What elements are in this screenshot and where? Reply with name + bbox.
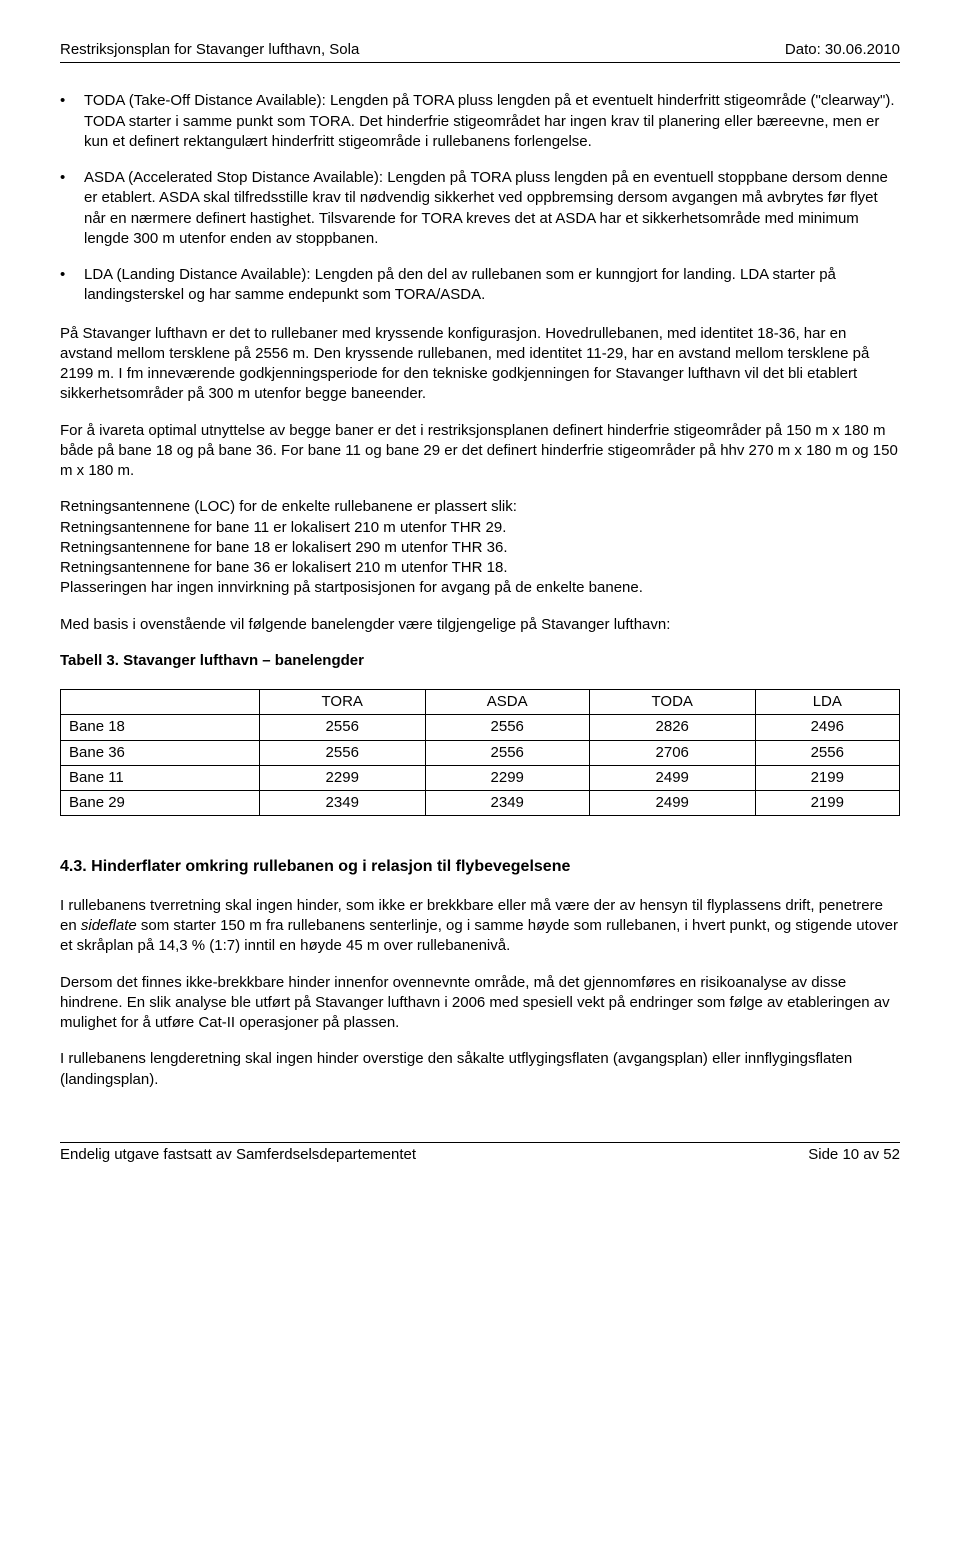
bullet-text: LDA (Landing Distance Available): Lengde… [84, 265, 900, 306]
footer-right: Side 10 av 52 [808, 1145, 900, 1165]
table-cell: 2199 [755, 765, 899, 790]
loc-line: Retningsantennene (LOC) for de enkelte r… [60, 497, 900, 517]
table-row: Bane 36 2556 2556 2706 2556 [61, 740, 900, 765]
table-cell: 2556 [259, 715, 425, 740]
header-title: Restriksjonsplan for Stavanger lufthavn,… [60, 40, 359, 60]
table-cell: 2499 [589, 765, 755, 790]
loc-line: Retningsantennene for bane 36 er lokalis… [60, 558, 900, 578]
table-cell: 2556 [755, 740, 899, 765]
bullet-text: ASDA (Accelerated Stop Distance Availabl… [84, 168, 900, 249]
table-cell: 2556 [425, 740, 589, 765]
text-run: som starter 150 m fra rullebanens senter… [60, 917, 898, 954]
bullet-marker: • [60, 91, 84, 152]
table-cell: 2496 [755, 715, 899, 740]
table-caption: Tabell 3. Stavanger lufthavn – banelengd… [60, 651, 900, 671]
paragraph: På Stavanger lufthavn er det to rulleban… [60, 324, 900, 405]
bullet-marker: • [60, 168, 84, 249]
section-heading: 4.3. Hinderflater omkring rullebanen og … [60, 856, 900, 878]
table-cell: 2499 [589, 791, 755, 816]
runway-lengths-table: TORA ASDA TODA LDA Bane 18 2556 2556 282… [60, 689, 900, 816]
paragraph: Med basis i ovenstående vil følgende ban… [60, 615, 900, 635]
table-cell: 2349 [259, 791, 425, 816]
table-row: Bane 18 2556 2556 2826 2496 [61, 715, 900, 740]
table-row: Bane 29 2349 2349 2499 2199 [61, 791, 900, 816]
table-cell: 2199 [755, 791, 899, 816]
table-cell: 2299 [259, 765, 425, 790]
loc-line: Retningsantennene for bane 18 er lokalis… [60, 538, 900, 558]
loc-line: Plasseringen har ingen innvirkning på st… [60, 578, 900, 598]
table-cell: Bane 36 [61, 740, 260, 765]
paragraph: I rullebanens lengderetning skal ingen h… [60, 1049, 900, 1090]
table-header-cell: LDA [755, 690, 899, 715]
table-header-row: TORA ASDA TODA LDA [61, 690, 900, 715]
table-cell: Bane 29 [61, 791, 260, 816]
table-header-cell: TORA [259, 690, 425, 715]
bullet-list: • TODA (Take-Off Distance Available): Le… [60, 91, 900, 305]
table-cell: 2556 [425, 715, 589, 740]
header-date: Dato: 30.06.2010 [785, 40, 900, 60]
table-cell: 2556 [259, 740, 425, 765]
table-header-cell: ASDA [425, 690, 589, 715]
table-cell: Bane 18 [61, 715, 260, 740]
paragraph: I rullebanens tverretning skal ingen hin… [60, 896, 900, 957]
italic-term: sideflate [81, 917, 137, 934]
paragraph: For å ivareta optimal utnyttelse av begg… [60, 421, 900, 482]
bullet-text: TODA (Take-Off Distance Available): Leng… [84, 91, 900, 152]
table-row: Bane 11 2299 2299 2499 2199 [61, 765, 900, 790]
table-cell: 2349 [425, 791, 589, 816]
page-footer: Endelig utgave fastsatt av Samferdselsde… [60, 1142, 900, 1165]
table-cell: 2299 [425, 765, 589, 790]
bullet-item: • TODA (Take-Off Distance Available): Le… [60, 91, 900, 152]
table-header-cell: TODA [589, 690, 755, 715]
bullet-item: • ASDA (Accelerated Stop Distance Availa… [60, 168, 900, 249]
bullet-item: • LDA (Landing Distance Available): Leng… [60, 265, 900, 306]
loc-line: Retningsantennene for bane 11 er lokalis… [60, 518, 900, 538]
loc-block: Retningsantennene (LOC) for de enkelte r… [60, 497, 900, 598]
bullet-marker: • [60, 265, 84, 306]
paragraph: Dersom det finnes ikke-brekkbare hinder … [60, 973, 900, 1034]
page-header: Restriksjonsplan for Stavanger lufthavn,… [60, 40, 900, 63]
table-cell: 2826 [589, 715, 755, 740]
footer-left: Endelig utgave fastsatt av Samferdselsde… [60, 1145, 416, 1165]
table-cell: Bane 11 [61, 765, 260, 790]
table-header-cell [61, 690, 260, 715]
table-cell: 2706 [589, 740, 755, 765]
